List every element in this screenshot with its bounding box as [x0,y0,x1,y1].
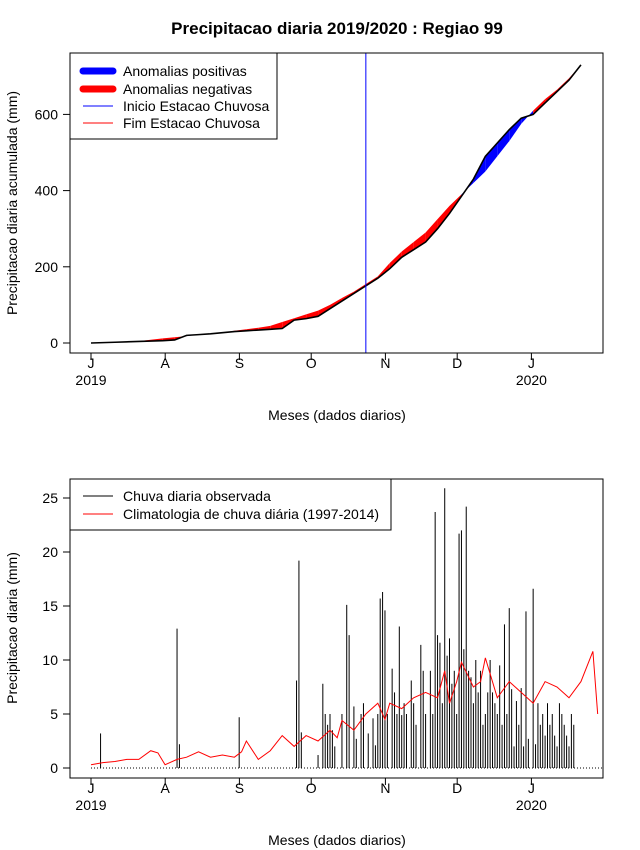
negative-anomaly-area [413,232,426,250]
p1-y-axis: 0 200 400 600 [35,106,71,351]
observed-accumulated-line [90,64,582,344]
positive-anomaly-area [509,118,522,142]
p1-x-tick-label: J [528,355,535,371]
p1-legend-box [69,52,278,140]
p1-y-tick-label: 0 [50,335,58,351]
p2-y-tick-label: 20 [42,544,58,560]
p2-y-tick-label: 10 [42,652,58,668]
legend-observed-label: Chuva diaria observada [123,488,271,504]
p2-y-tick-label: 0 [50,760,58,776]
p2-x-tick-label: S [235,780,244,796]
p2-x-tick-label: J [88,780,95,796]
p1-x-axis-title: Meses (dados diarios) [268,407,406,423]
positive-anomaly-area [521,110,534,124]
p2-y-tick-label: 25 [42,490,58,506]
p2-x-axis: J A S O N D J 2019 2020 [75,777,547,813]
positive-anomaly-area [497,129,510,157]
p2-y-tick-label: 15 [42,598,58,614]
daily-chart: 0 5 10 15 20 25 J A S O N D J 2019 2020 [4,478,604,848]
p2-y-axis: 0 5 10 15 20 25 [42,490,71,776]
negative-anomaly-area [318,304,330,317]
p1-x-tick-label: A [161,355,171,371]
p1-x-tick-label: O [306,355,317,371]
p2-x-axis-title: Meses (dados diarios) [268,832,406,848]
negative-anomaly-area [401,242,414,258]
p1-year-label: 2020 [516,372,547,388]
legend-clim-label: Climatologia de chuva diária (1997-2014) [123,506,379,522]
p2-legend-box [69,478,392,531]
p2-y-tick-label: 5 [50,706,58,722]
p1-x-tick-label: N [380,355,390,371]
p2-x-tick-label: O [306,780,317,796]
p2-x-tick-label: N [380,780,390,796]
p2-y-axis-title: Precipitacao diaria (mm) [4,552,20,704]
p2-bars [100,488,575,768]
p1-y-tick-label: 600 [35,106,59,122]
p1-x-tick-label: S [235,355,244,371]
figure-title: Precipitacao diaria 2019/2020 : Regiao 9… [171,19,503,38]
p1-y-axis-title: Precipitacao diaria acumulada (mm) [4,91,20,315]
legend-negative-label: Anomalias negativas [123,81,252,97]
p2-year-label: 2019 [75,797,106,813]
negative-anomaly-area [389,251,402,269]
negative-anomaly-area [437,205,450,229]
p2-x-tick-label: D [452,780,462,796]
p2-legend: Chuva diaria observada Climatologia de c… [69,478,392,531]
negative-anomaly-area [377,262,390,279]
legend-positive-label: Anomalias positivas [123,63,247,79]
p1-year-label: 2019 [75,372,106,388]
p2-x-tick-label: A [161,780,171,796]
p1-y-tick-label: 200 [35,259,59,275]
p2-year-label: 2020 [516,797,547,813]
negative-anomaly-area [270,322,283,330]
positive-anomaly-area [485,142,498,172]
accumulated-chart: 0 200 400 600 J A S O N D J 2019 2020 Me… [4,52,604,423]
p1-y-tick-label: 400 [35,183,59,199]
p1-legend: Anomalias positivas Anomalias negativas … [69,52,278,140]
legend-start-label: Inicio Estacao Chuvosa [123,98,270,114]
p1-x-tick-label: J [88,355,95,371]
p1-x-tick-label: D [452,355,462,371]
climatology-line [90,651,599,766]
legend-end-label: Fim Estacao Chuvosa [123,115,260,131]
negative-anomaly-area [425,219,438,243]
p2-x-tick-label: J [528,780,535,796]
p1-x-axis: J A S O N D J 2019 2020 [75,352,547,388]
